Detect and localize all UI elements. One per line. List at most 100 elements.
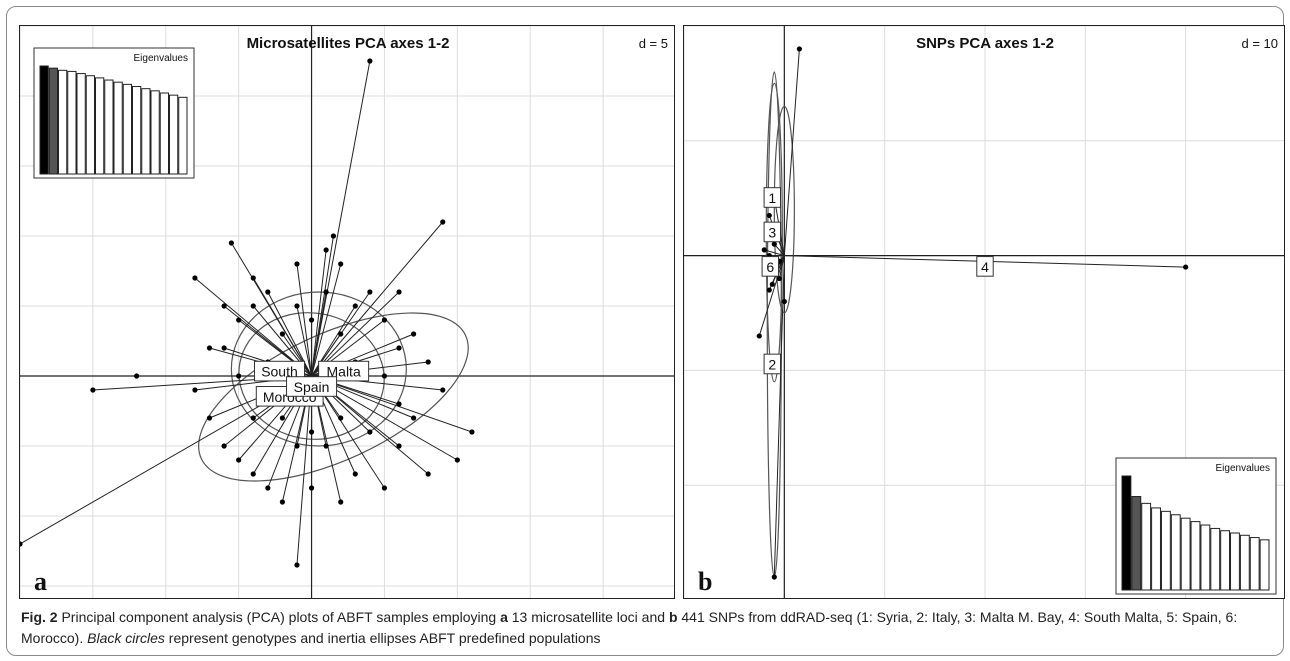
population-label-text: 2 <box>768 357 776 373</box>
genotype-point <box>265 289 271 295</box>
inertia-ellipse <box>766 71 782 578</box>
scale-label: d = 10 <box>1241 36 1278 51</box>
genotype-point <box>338 331 344 337</box>
genotype-point <box>250 303 256 309</box>
genotype-point <box>294 443 300 449</box>
eigenvalue-bar <box>39 65 49 175</box>
population-label-box <box>253 360 305 382</box>
genotype-point <box>769 281 775 287</box>
genotype-point <box>279 331 285 337</box>
genotype-point <box>250 471 256 477</box>
eigenvalue-bar <box>122 83 132 175</box>
population-label-text: 3 <box>768 225 776 241</box>
caption-text-4: represent genotypes and inertia ellipses… <box>164 630 601 646</box>
genotype-star-line <box>281 333 312 377</box>
genotype-point <box>469 429 475 435</box>
eigenvalue-bar <box>113 81 123 175</box>
caption-b: b <box>668 609 678 625</box>
genotype-star-line <box>783 48 800 256</box>
eigenvalue-bar <box>85 75 95 175</box>
eigenvalue-bar <box>95 77 105 175</box>
genotype-point <box>228 240 234 246</box>
eigenvalue-bar <box>1200 524 1211 591</box>
eigenvalue-bar <box>169 94 179 175</box>
genotype-point <box>381 317 388 323</box>
panel-b-chart: 1 3 6 2 4 SNPs PCA axes 1-2 d = 10 b Eigenvalues <box>683 25 1285 599</box>
genotype-point <box>396 401 402 407</box>
eigenvalue-bar <box>104 79 114 175</box>
genotype-star-line <box>764 249 785 257</box>
panel-b-plot: 1 3 6 2 4 SNPs PCA axes 1-2 d = 10 b Eigenvalues <box>684 26 1284 598</box>
panel-letter: b <box>698 567 712 596</box>
caption-italic: Black circles <box>87 630 165 646</box>
genotype-point <box>796 46 802 52</box>
population-label-text: 1 <box>768 190 776 206</box>
genotype-point <box>294 562 300 568</box>
eigenvalue-bar <box>1131 496 1142 591</box>
genotype-star-line <box>296 375 313 566</box>
genotype-point <box>425 471 431 477</box>
genotype-point <box>425 359 431 365</box>
eigenvalue-bar <box>150 90 160 175</box>
genotype-point <box>440 219 446 225</box>
eigenvalues-label: Eigenvalues <box>134 53 188 64</box>
eigenvalue-bar <box>159 92 169 175</box>
inertia-ellipse <box>773 105 795 314</box>
population-label: Malta <box>318 360 370 382</box>
eigenvalues-label: Eigenvalues <box>1216 463 1270 474</box>
genotype-point <box>236 457 242 463</box>
population-label: Spain <box>286 376 338 397</box>
genotype-point <box>454 457 460 463</box>
population-label-text: Spain <box>294 379 330 395</box>
chart-title: Microsatellites PCA axes 1-2 <box>247 35 450 52</box>
panel-a-chart: Malta South Morocco Spain Microsatellites PC… <box>19 25 675 599</box>
eigenvalue-bar <box>1151 507 1161 591</box>
genotype-point <box>308 429 315 435</box>
population-label-box <box>763 187 781 208</box>
genotype-point <box>766 287 772 293</box>
population-label: 3 <box>763 221 781 243</box>
genotype-point <box>192 275 198 281</box>
genotype-point <box>221 345 227 351</box>
genotype-star-line <box>311 221 444 377</box>
eigenvalue-bar <box>1259 539 1270 591</box>
population-label-box <box>763 353 781 375</box>
genotype-point <box>411 331 417 337</box>
genotype-point <box>381 373 388 379</box>
genotype-point <box>206 345 213 351</box>
genotype-point <box>338 499 344 505</box>
genotype-point <box>367 58 373 64</box>
population-label-box <box>286 376 338 397</box>
eigenvalue-bar <box>1220 530 1231 591</box>
genotype-point <box>352 471 358 477</box>
eigenvalue-bar <box>132 86 142 175</box>
eigenvalue-bar <box>67 70 77 175</box>
caption-text-1: Principal component analysis (PCA) plots… <box>57 609 501 625</box>
genotype-point <box>236 373 242 379</box>
genotype-point <box>367 429 373 435</box>
population-label: 6 <box>761 256 779 277</box>
figure-caption: Fig. 2 Principal component analysis (PCA… <box>21 607 1283 649</box>
genotype-point <box>367 289 373 295</box>
genotype-point <box>411 415 417 421</box>
genotype-point <box>308 485 315 491</box>
population-label: 2 <box>763 353 781 375</box>
population-label-box <box>976 256 994 277</box>
scale-label: d = 5 <box>639 36 668 51</box>
population-label-text: South <box>261 364 298 380</box>
genotype-star-line <box>311 263 342 377</box>
genotype-point <box>396 443 402 449</box>
eigenvalue-bar <box>1239 534 1250 591</box>
genotype-point <box>236 317 242 323</box>
genotype-point <box>396 345 402 351</box>
population-label-text: Malta <box>327 364 361 380</box>
genotype-star-line <box>194 277 312 377</box>
genotype-point <box>323 247 329 253</box>
chart-title: SNPs PCA axes 1-2 <box>916 35 1054 52</box>
genotype-point <box>265 485 271 491</box>
genotype-point <box>338 415 344 421</box>
genotype-point <box>134 373 140 379</box>
eigenvalue-bar <box>1170 514 1181 591</box>
genotype-point <box>771 574 777 580</box>
caption-text-2: 13 microsatellite loci and <box>507 609 669 625</box>
